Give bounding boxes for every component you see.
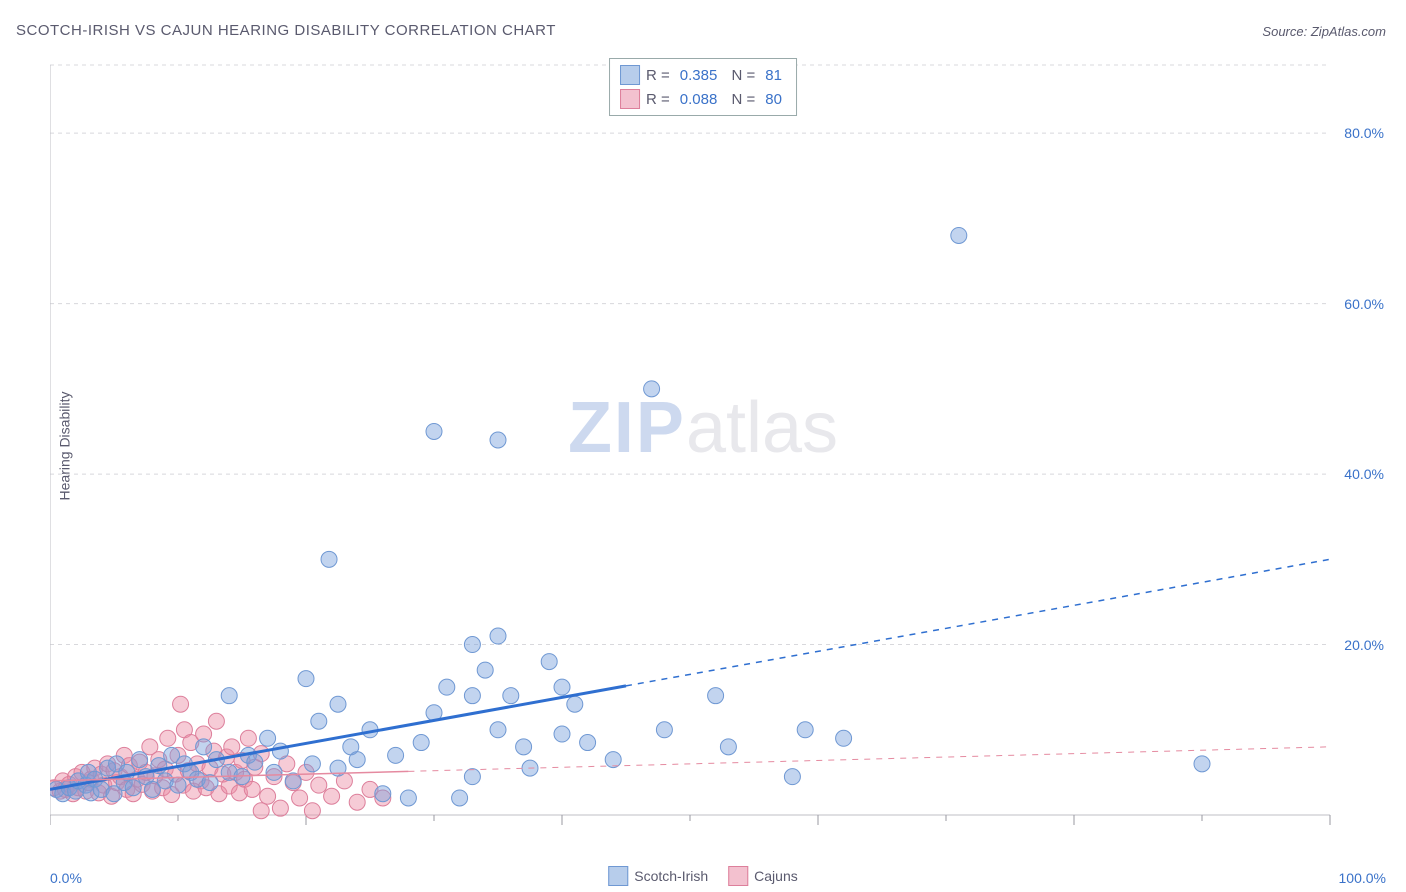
- legend-swatch-cajuns: [728, 866, 748, 886]
- scatter-plot-svg: [50, 55, 1390, 845]
- source-attribution: Source: ZipAtlas.com: [1262, 24, 1386, 39]
- source-value: ZipAtlas.com: [1311, 24, 1386, 39]
- r-value-scotch-irish: 0.385: [676, 67, 722, 84]
- y-tick-label: 80.0%: [1344, 125, 1384, 141]
- y-tick-label: 60.0%: [1344, 296, 1384, 312]
- chart-container: SCOTCH-IRISH VS CAJUN HEARING DISABILITY…: [0, 0, 1406, 892]
- x-axis-min-label: 0.0%: [50, 870, 82, 886]
- legend-item-scotch-irish: Scotch-Irish: [608, 866, 708, 886]
- x-axis-max-label: 100.0%: [1339, 870, 1386, 886]
- stats-row-scotch-irish: R = 0.385 N = 81: [620, 63, 786, 87]
- stats-row-cajuns: R = 0.088 N = 80: [620, 87, 786, 111]
- plot-area: [50, 55, 1390, 845]
- chart-title: SCOTCH-IRISH VS CAJUN HEARING DISABILITY…: [16, 22, 556, 39]
- source-label: Source:: [1262, 24, 1307, 39]
- swatch-scotch-irish: [620, 65, 640, 85]
- y-tick-label: 40.0%: [1344, 466, 1384, 482]
- legend-label-cajuns: Cajuns: [754, 868, 798, 884]
- legend: Scotch-Irish Cajuns: [608, 866, 798, 886]
- legend-item-cajuns: Cajuns: [728, 866, 798, 886]
- legend-label-scotch-irish: Scotch-Irish: [634, 868, 708, 884]
- legend-swatch-scotch-irish: [608, 866, 628, 886]
- correlation-stats-box: R = 0.385 N = 81 R = 0.088 N = 80: [609, 58, 797, 116]
- swatch-cajuns: [620, 89, 640, 109]
- r-value-cajuns: 0.088: [676, 91, 722, 108]
- n-value-scotch-irish: 81: [761, 67, 786, 84]
- n-value-cajuns: 80: [761, 91, 786, 108]
- y-tick-label: 20.0%: [1344, 637, 1384, 653]
